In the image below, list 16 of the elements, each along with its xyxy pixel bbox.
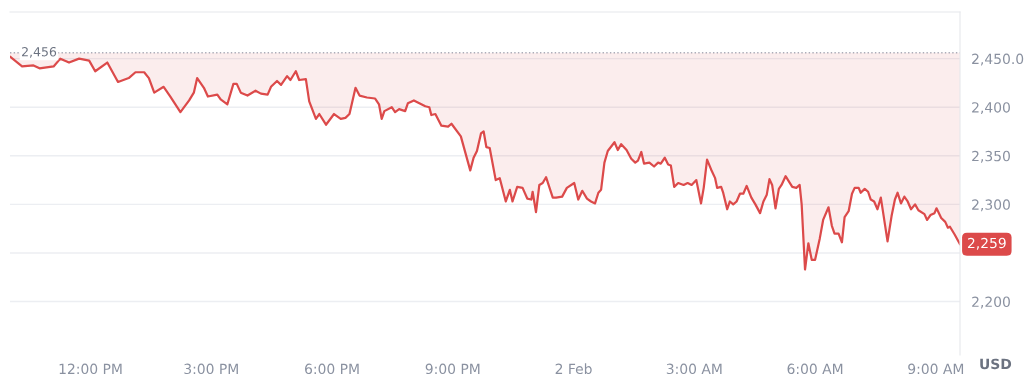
y-axis-title: USD bbox=[980, 358, 1012, 370]
x-tick-label: 6:00 AM bbox=[787, 363, 843, 375]
x-tick-label: 3:00 PM bbox=[184, 363, 238, 375]
y-tick-label: 2,400 bbox=[972, 102, 1010, 115]
ref-line-label: 2,456 bbox=[22, 46, 57, 58]
x-tick-label: 12:00 PM bbox=[59, 363, 122, 375]
x-tick-label: 3:00 AM bbox=[666, 363, 722, 375]
x-tick-label: 6:00 PM bbox=[305, 363, 359, 375]
x-tick-label: 9:00 PM bbox=[425, 363, 480, 375]
y-tick-label: 2,200 bbox=[972, 296, 1010, 309]
annotation: 2,259 bbox=[967, 237, 1006, 250]
y-tick-label: 2,450.0 bbox=[972, 53, 1024, 66]
y-tick-label: 2,300 bbox=[972, 199, 1010, 212]
x-tick-label: 2 Feb bbox=[555, 363, 592, 375]
y-tick-label: 2,350 bbox=[972, 150, 1010, 163]
x-tick-label: 9:00 AM bbox=[908, 363, 964, 375]
